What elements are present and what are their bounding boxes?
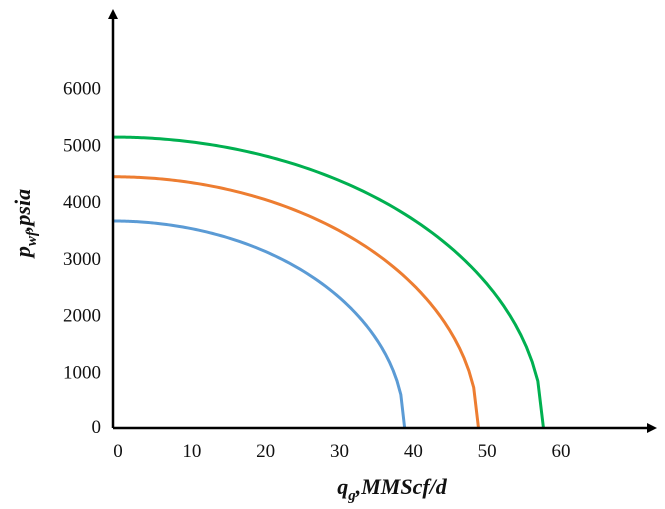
y-tick-labels: 0 1000 2000 3000 4000 5000 6000 — [63, 79, 101, 438]
x-tick-label: 30 — [330, 441, 349, 462]
x-tick-label: 50 — [478, 441, 497, 462]
series-line-2 — [111, 175, 480, 429]
series-line-3 — [111, 135, 545, 429]
y-axis-title-rest: ,psia — [10, 189, 35, 232]
y-axis-title-base: p — [10, 246, 35, 259]
y-tick-label: 0 — [92, 417, 102, 438]
x-tick-labels: 0 10 20 30 40 50 60 — [113, 441, 570, 462]
series-line-1 — [111, 219, 407, 429]
x-axis-title-rest: ,MMScf/d — [355, 474, 448, 499]
y-tick-label: 1000 — [63, 362, 101, 383]
x-tick-label: 10 — [182, 441, 201, 462]
x-axis-title: qg,MMScf/d — [337, 474, 448, 504]
y-tick-label: 4000 — [63, 192, 101, 213]
x-tick-label: 20 — [256, 441, 275, 462]
x-tick-label: 60 — [552, 441, 571, 462]
x-tick-label: 40 — [404, 441, 423, 462]
y-tick-label: 6000 — [63, 79, 101, 100]
y-tick-label: 3000 — [63, 249, 101, 270]
x-tick-label: 0 — [113, 441, 123, 462]
x-axis-title-subscript: g — [347, 488, 356, 504]
y-tick-label: 2000 — [63, 306, 101, 327]
y-tick-label: 5000 — [63, 135, 101, 156]
curve-layer — [111, 135, 545, 429]
x-axis-title-base: q — [337, 474, 348, 499]
y-axis-title-subscript: wf — [24, 229, 40, 246]
y-axis-title: pwf,psia — [10, 189, 40, 259]
